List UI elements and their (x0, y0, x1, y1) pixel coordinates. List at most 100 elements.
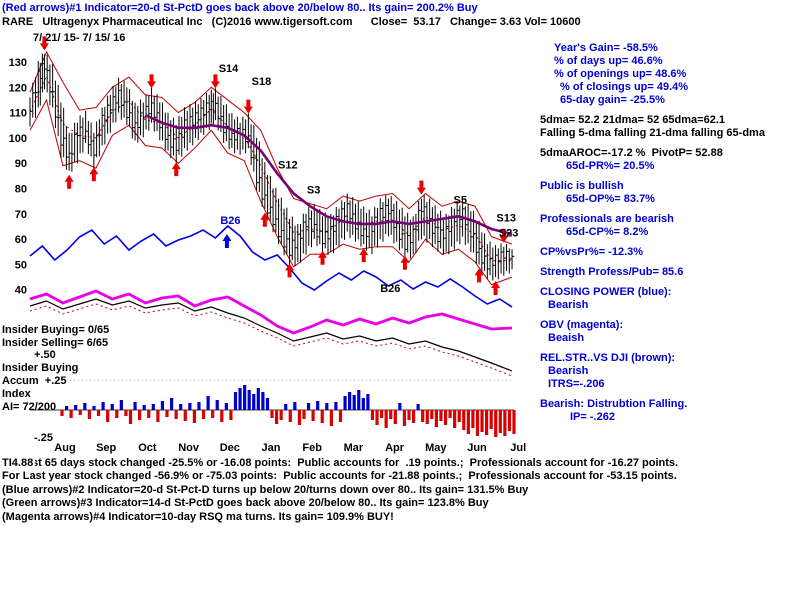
accum-bar-down (96, 410, 101, 416)
buy-signal-arrow-icon (318, 250, 328, 265)
accum-bar-up (101, 402, 105, 410)
accum-bar-up (133, 402, 137, 410)
stat-line: REL.STR..VS DJI (brown): (540, 352, 676, 364)
accum-bar-up (316, 401, 320, 410)
accum-bar-down (338, 410, 343, 422)
accum-bar-down (229, 410, 233, 420)
accum-bar-up (188, 403, 192, 410)
accum-bar-down (503, 410, 507, 436)
chart-side-label: Insider Buying= 0/65 (2, 324, 110, 336)
sell-signal-arrow-icon (243, 99, 253, 114)
stat-line: CP%vsPr%= -12.3% (540, 246, 644, 258)
stat-line: Falling 5-dma falling 21-dma falling 65-… (540, 127, 765, 139)
sell-signal-arrow-icon (147, 74, 157, 89)
footer-overlay-label: TI4.88 (2, 457, 36, 469)
buy-signal-arrow-icon (474, 268, 484, 283)
footer-line: (Green arrows)#3 Indicator=14-d St-PctD … (2, 497, 489, 510)
buy-signal-arrow-icon (400, 255, 410, 270)
accum-bar-up (265, 398, 270, 410)
accum-bar-up (261, 392, 265, 410)
accum-bar-up (334, 402, 338, 410)
stat-line: CLOSING POWER (blue): (540, 286, 672, 298)
stat-line: Professionals are bearish (540, 213, 674, 225)
accum-bar-down (320, 410, 324, 423)
accum-bar-up (142, 405, 146, 410)
accum-bar-up (416, 404, 420, 410)
sell-signal-arrow-icon (39, 36, 49, 51)
accum-bar-down (512, 410, 516, 434)
accum-bar-up (343, 396, 347, 410)
month-label: Feb (302, 442, 322, 454)
buy-signal-arrow-icon (491, 281, 501, 296)
accum-bar-down (288, 410, 292, 422)
relative-strength-line (29, 298, 513, 372)
stat-line: 65d-CP%= 8.2% (566, 226, 649, 238)
buy-signal-arrow-icon (171, 162, 181, 177)
accum-bar-up (306, 403, 311, 410)
accum-bar-up (215, 400, 219, 410)
accum-bar-down (430, 410, 434, 419)
y-axis-tick-label: 70 (15, 209, 27, 221)
accum-bar-down (448, 410, 452, 418)
blue-buy-signal-arrow-icon (222, 234, 232, 248)
stat-line: Beaish (548, 332, 585, 344)
accum-bar-down (156, 410, 160, 422)
accum-bar-down (434, 410, 438, 427)
accum-bar-down (370, 410, 375, 420)
sell-signal-arrow-icon (210, 74, 220, 89)
chart-annotation: S3 (307, 185, 320, 197)
accum-bar-down (329, 410, 333, 426)
accum-bar-up (243, 385, 247, 410)
accum-bar-down (489, 410, 493, 429)
chart-side-label: Insider Selling= 6/65 (2, 337, 109, 349)
accum-bar-up (352, 395, 356, 410)
accum-bar-down (220, 410, 224, 422)
buy-signal-arrow-icon (285, 263, 295, 278)
accum-bar-down (78, 410, 82, 415)
accum-bar-down (439, 410, 443, 421)
month-label: Nov (178, 442, 200, 454)
accum-bar-down (124, 410, 128, 416)
accum-bar-up (256, 388, 260, 410)
signal-header-line: (Red arrows)#1 Indicator=20-d St-PctD go… (2, 2, 478, 14)
month-label: Sep (96, 442, 116, 454)
date-range-label: 7/ 21/ 15- 7/ 15/ 16 (33, 32, 126, 44)
stat-line: % of closings up= 49.4% (560, 81, 689, 93)
accum-bar-down (211, 410, 215, 418)
accum-bar-down (311, 410, 315, 421)
accum-bar-down (183, 410, 187, 421)
stat-line: Bearish (548, 365, 589, 377)
month-label: Jan (262, 442, 281, 454)
accum-bar-up (348, 392, 352, 410)
accum-bar-down (498, 410, 502, 433)
accum-bar-down (457, 410, 461, 422)
accum-bar-down (165, 410, 169, 417)
stat-line: % of days up= 46.6% (554, 55, 663, 67)
y-axis-tick-label: 110 (9, 108, 27, 120)
month-label: Oct (138, 442, 157, 454)
stat-line: IP= -.262 (570, 411, 615, 423)
accum-bar-up (83, 403, 87, 410)
accum-bar-down (443, 410, 448, 425)
accum-bar-up (74, 405, 78, 410)
y-axis-tick-label: 130 (9, 57, 27, 69)
accum-bar-down (466, 410, 470, 434)
buy-signal-arrow-icon (359, 248, 369, 263)
buy-signal-arrow-icon (260, 212, 270, 227)
stats-panel: Year's Gain= -58.5%% of days up= 46.6%% … (540, 42, 800, 442)
accum-bar-up (238, 388, 242, 410)
accum-bar-down (480, 410, 484, 432)
accum-bar-down (69, 410, 73, 418)
lower-band-line (29, 98, 513, 286)
y-axis-tick-label: 50 (15, 259, 27, 271)
chart-annotation: S13 (496, 212, 516, 224)
accum-bar-down (402, 410, 407, 426)
y-axis-tick-label: 90 (15, 158, 27, 170)
buy-signal-arrow-icon (64, 174, 74, 189)
accum-bar-up (357, 390, 361, 410)
y-axis-tick-label: 80 (15, 184, 27, 196)
accum-bar-down (384, 410, 388, 428)
accum-bar-down (147, 410, 151, 418)
accum-bar-up (64, 406, 69, 410)
